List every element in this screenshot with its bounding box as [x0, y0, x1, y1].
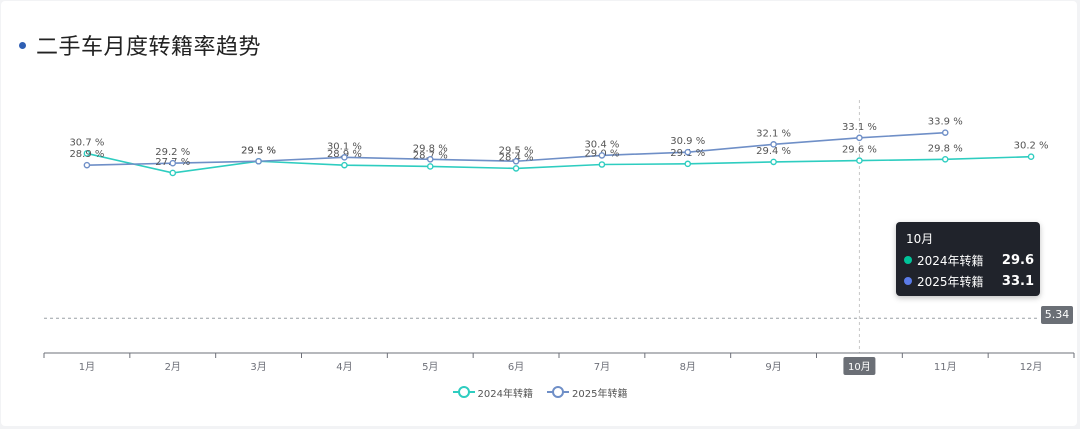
- data-label: 28.9 %: [69, 149, 104, 160]
- x-tick-label: 11月: [934, 361, 957, 373]
- tooltip-series-value: 33.1: [1001, 273, 1034, 289]
- data-label: 29.2 %: [155, 147, 190, 158]
- data-point: [341, 154, 348, 161]
- data-point: [255, 157, 262, 165]
- chart-legend: 2024年转籍 2025年转籍: [0, 384, 1080, 400]
- data-point: [770, 158, 777, 166]
- x-tick-label: 4月: [336, 361, 352, 373]
- x-tick-label: 10月: [848, 361, 871, 373]
- data-point: [83, 161, 91, 169]
- data-point: [684, 148, 692, 156]
- tooltip-series-name: 2025年转籍: [917, 274, 984, 289]
- x-tick-label: 9月: [765, 361, 781, 373]
- x-tick-label: 5月: [422, 361, 438, 373]
- data-point: [598, 152, 606, 159]
- data-point: [684, 160, 692, 168]
- x-tick-label: 12月: [1020, 361, 1043, 373]
- tooltip-row-2024: 2024年转籍 29.6: [904, 252, 1034, 268]
- tooltip-series-name: 2024年转籍: [917, 253, 984, 268]
- data-label: 30.4 %: [584, 139, 619, 150]
- chart-tooltip: 10月 2024年转籍 29.6 2025年转籍 33.1: [896, 222, 1040, 296]
- data-point: [598, 161, 606, 168]
- tooltip-series-value: 29.6: [1001, 252, 1034, 268]
- data-label: 29.4 %: [756, 146, 791, 157]
- x-tick-label: 3月: [250, 361, 266, 373]
- data-point: [169, 169, 177, 177]
- x-tick-label: 6月: [508, 361, 524, 373]
- data-label: 29.8 %: [928, 143, 963, 154]
- tooltip-title: 10月: [906, 232, 934, 246]
- data-point: [426, 155, 434, 163]
- data-label: 29.8 %: [413, 143, 448, 154]
- data-point: [512, 157, 520, 165]
- data-label: 30.1 %: [327, 141, 362, 152]
- data-label: 30.9 %: [670, 136, 705, 147]
- data-point: [512, 165, 520, 172]
- chart-title-block: 二手车月度转籍率趋势: [19, 31, 262, 60]
- data-point: [770, 141, 777, 148]
- data-point: [169, 159, 177, 167]
- chart-title: 二手车月度转籍率趋势: [36, 35, 262, 60]
- data-label: 30.2 %: [1014, 141, 1049, 152]
- data-point: [341, 161, 348, 169]
- x-tick-label: 8月: [680, 361, 696, 373]
- legend-line-circle-icon: [452, 386, 475, 398]
- tooltip-dot-icon: [904, 256, 912, 264]
- legend-item-2024[interactable]: 2024年转籍: [452, 385, 533, 400]
- data-label: 33.1 %: [842, 122, 877, 133]
- tooltip-dot-icon: [904, 277, 912, 285]
- series-line-2024: [86, 152, 1032, 174]
- data-label: 29.5 %: [241, 145, 276, 156]
- x-tick-label: 7月: [594, 361, 610, 373]
- data-label: 29.5 %: [499, 145, 534, 156]
- data-point: [856, 134, 863, 142]
- data-point: [1027, 153, 1035, 160]
- tooltip-row-2025: 2025年转籍 33.1: [904, 273, 1034, 289]
- legend-item-2025[interactable]: 2025年转籍: [547, 385, 627, 400]
- x-tick-label: 2月: [165, 361, 181, 373]
- data-point: [856, 157, 863, 164]
- data-point: [426, 163, 434, 170]
- data-label: 29.5 %: [241, 145, 276, 156]
- data-label: 32.1 %: [756, 128, 791, 139]
- data-point: [941, 155, 949, 163]
- data-label: 28.7 %: [413, 150, 448, 161]
- reference-line-badge: 5.34: [1041, 306, 1073, 324]
- title-bullet-icon: [19, 41, 26, 49]
- x-tick-label: 1月: [79, 361, 95, 373]
- data-point: [941, 129, 949, 136]
- data-label: 29.6 %: [842, 145, 877, 156]
- x-tick-highlight-badge: [843, 357, 876, 375]
- legend-label: 2025年转籍: [572, 388, 628, 400]
- data-point: [83, 150, 91, 157]
- data-label: 28.4 %: [499, 152, 534, 163]
- legend-label: 2024年转籍: [477, 388, 533, 400]
- data-label: 33.9 %: [928, 117, 963, 128]
- legend-line-circle-icon: [547, 386, 569, 398]
- data-label: 30.7 %: [69, 137, 104, 148]
